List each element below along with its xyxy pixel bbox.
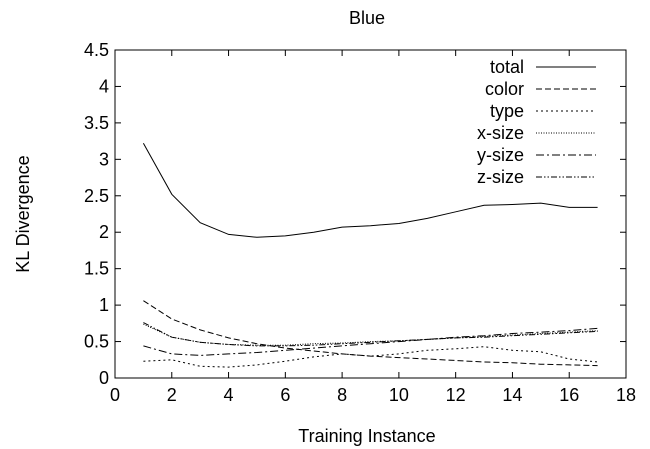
y-tick-label: 0.5 xyxy=(84,332,109,352)
legend-label-type: type xyxy=(490,101,524,121)
y-tick-label: 4.5 xyxy=(84,40,109,60)
x-tick-label: 0 xyxy=(110,385,120,405)
series-line-color xyxy=(143,300,598,367)
y-tick-label: 1 xyxy=(99,295,109,315)
y-axis-label: KL Divergence xyxy=(13,155,33,272)
legend-label-color: color xyxy=(485,79,524,99)
legend-label-x-size: x-size xyxy=(477,123,524,143)
y-tick-label: 0 xyxy=(99,368,109,388)
legend-label-total: total xyxy=(490,57,524,77)
legend-label-z-size: z-size xyxy=(477,167,524,187)
series-line-type xyxy=(143,346,598,368)
series-lines xyxy=(142,143,598,368)
legend-label-y-size: y-size xyxy=(477,145,524,165)
y-tick-label: 3.5 xyxy=(84,113,109,133)
series-line-x-size xyxy=(143,323,598,346)
series-line-total xyxy=(142,143,598,238)
x-tick-label: 18 xyxy=(616,385,636,405)
y-tick-label: 4 xyxy=(99,76,109,96)
y-tick-label: 3 xyxy=(99,149,109,169)
x-tick-label: 8 xyxy=(337,385,347,405)
x-tick-label: 6 xyxy=(280,385,290,405)
series-line-z-size xyxy=(143,322,598,347)
chart-title: Blue xyxy=(349,8,385,28)
y-tick-label: 1.5 xyxy=(84,259,109,279)
axis-ticks: 0 2 4 6 8 10 12 14 16 18 0 0.5 1 1.5 2 2.5 3 3.5 4 4.5 xyxy=(84,40,636,405)
plot-frame xyxy=(114,49,627,379)
series-line-y-size xyxy=(143,327,598,356)
x-tick-label: 2 xyxy=(167,385,177,405)
y-tick-label: 2 xyxy=(99,222,109,242)
y-tick-label: 2.5 xyxy=(84,186,109,206)
x-tick-label: 14 xyxy=(502,385,522,405)
x-axis-label: Training Instance xyxy=(298,426,435,446)
x-tick-label: 4 xyxy=(224,385,234,405)
x-tick-label: 12 xyxy=(446,385,466,405)
x-tick-label: 16 xyxy=(559,385,579,405)
x-tick-label: 10 xyxy=(389,385,409,405)
